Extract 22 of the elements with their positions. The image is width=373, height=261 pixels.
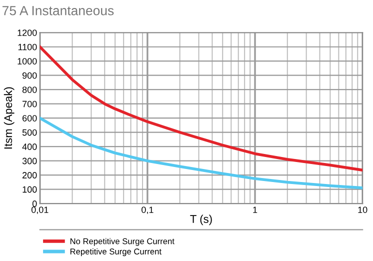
y-tick-label: 1100	[18, 44, 37, 50]
x-tick-label: 1	[253, 206, 258, 213]
x-tick-label: 0,01	[31, 206, 48, 214]
y-tick-label: 0	[32, 200, 37, 207]
y-tick-label: 1000	[18, 58, 37, 64]
x-tick-label: 0,1	[142, 206, 154, 214]
y-tick-label: 500	[22, 129, 37, 136]
y-tick-label: 600	[22, 115, 37, 122]
y-tick-label: 700	[22, 100, 37, 108]
y-tick-label: 400	[22, 144, 37, 150]
chart-title: 75 A Instantaneous	[2, 6, 114, 16]
y-tick-label: 800	[22, 86, 37, 93]
x-axis-title: T (s)	[190, 214, 212, 226]
y-tick-label: 300	[22, 158, 37, 164]
y-axis-title: Itsm (Apeak)	[4, 87, 14, 149]
legend-label: Repetitive Surge Current	[70, 248, 162, 256]
y-tick-label: 1200	[18, 30, 37, 36]
x-tick-label: 10	[358, 206, 368, 213]
y-tick-label: 900	[22, 72, 37, 79]
legend-label: No Repetitive Surge Current	[70, 238, 174, 246]
y-tick-label: 200	[22, 172, 37, 178]
y-tick-label: 100	[22, 186, 37, 193]
